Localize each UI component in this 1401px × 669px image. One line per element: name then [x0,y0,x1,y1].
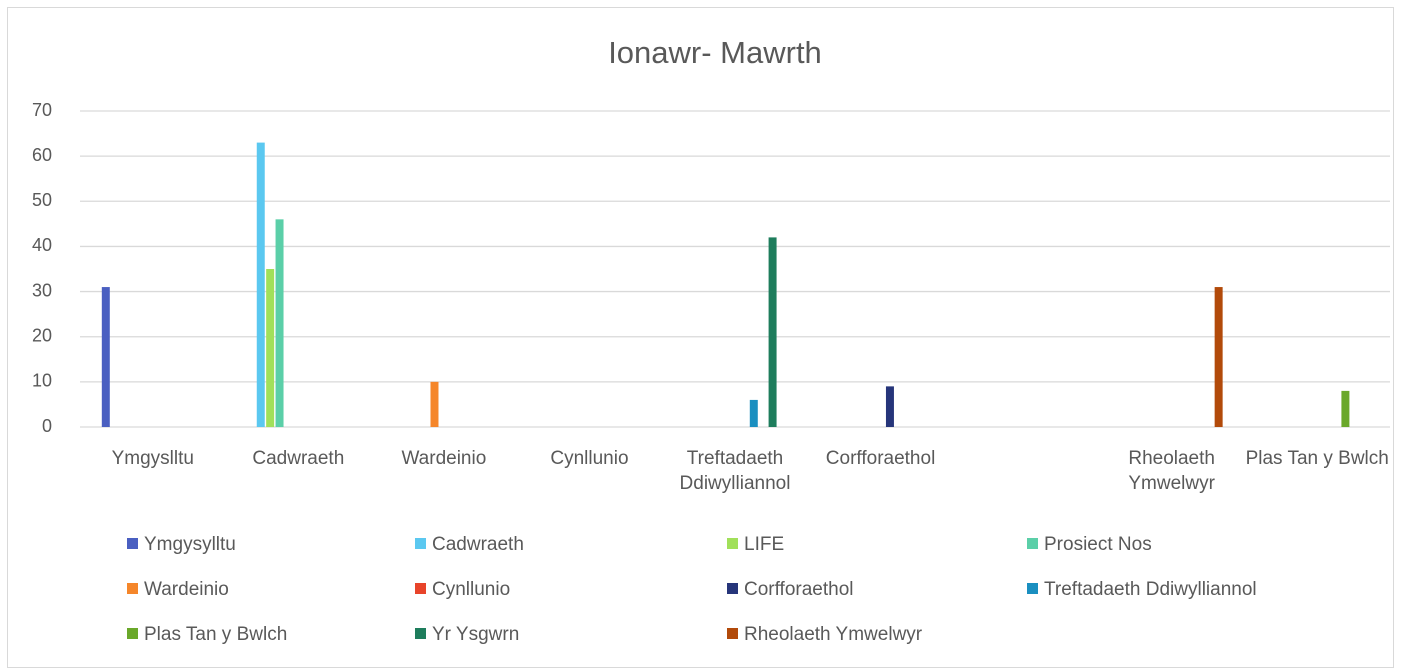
y-tick-label: 60 [32,145,52,165]
bar [885,386,894,427]
legend-item: Yr Ysgwrn [415,624,519,646]
chart-border [7,7,1394,668]
x-tick-label: Plas Tan y Bwlch [1245,448,1389,469]
legend-label: Prosiect Nos [1044,534,1152,555]
x-tick-label: Cadwraeth [252,448,345,469]
x-tick-label: Cynllunio [550,448,629,469]
legend-swatch [1027,583,1038,594]
legend-item: LIFE [727,534,784,556]
legend-label: Cynllunio [432,579,511,600]
legend-swatch [127,538,138,549]
bar [1214,287,1223,427]
bar [749,399,758,427]
y-tick-label: 50 [32,190,52,210]
legend-label: Cadwraeth [432,534,524,555]
bar [275,219,284,427]
legend-label: Corfforaethol [744,579,854,600]
legend-label: Wardeinio [144,579,229,600]
legend-swatch [415,628,426,639]
x-tick-label: Corfforaethol [825,448,936,469]
y-tick-label: 0 [42,416,52,436]
legend-swatch [415,538,426,549]
y-tick-label: 30 [32,280,52,300]
bar [768,237,777,427]
legend-label: Rheolaeth Ymwelwyr [744,624,923,645]
legend-item: Prosiect Nos [1027,534,1152,556]
legend-swatch [1027,538,1038,549]
bar [101,287,110,427]
legend-swatch [727,538,738,549]
legend-swatch [415,583,426,594]
legend-swatch [727,628,738,639]
chart-title: Ionawr- Mawrth [608,35,822,70]
legend-swatch [127,583,138,594]
y-tick-label: 40 [32,235,52,255]
y-tick-label: 10 [32,371,52,391]
bar [256,142,265,427]
legend-label: Treftadaeth Ddiwylliannol [1044,579,1257,600]
legend-item: Cadwraeth [415,534,524,556]
legend-label: LIFE [744,534,785,555]
bar [1341,390,1350,427]
bar [430,381,439,427]
x-tick-label: Wardeinio [401,448,487,469]
x-tick-label: Rheolaeth Ymwelwyr [1128,448,1215,494]
y-tick-label: 70 [32,100,52,120]
legend-item: Rheolaeth Ymwelwyr [727,624,922,646]
bar [266,269,275,427]
legend-item: Treftadaeth Ddiwylliannol [1027,579,1257,601]
y-tick-label: 20 [32,325,52,345]
legend-label: Yr Ysgwrn [432,624,520,645]
x-tick-label: Ymgyslltu [111,448,194,469]
legend-label: Plas Tan y Bwlch [144,624,288,645]
legend-item: Ymgysylltu [127,534,236,556]
legend-label: Ymgysylltu [144,534,236,555]
legend-item: Wardeinio [127,579,229,601]
legend-item: Cynllunio [415,579,510,601]
x-tick-label: Treftadaeth Ddiwylliannol [679,448,791,494]
legend-item: Plas Tan y Bwlch [127,624,287,646]
legend-swatch [727,583,738,594]
legend-item: Corfforaethol [727,579,854,601]
legend-swatch [127,628,138,639]
